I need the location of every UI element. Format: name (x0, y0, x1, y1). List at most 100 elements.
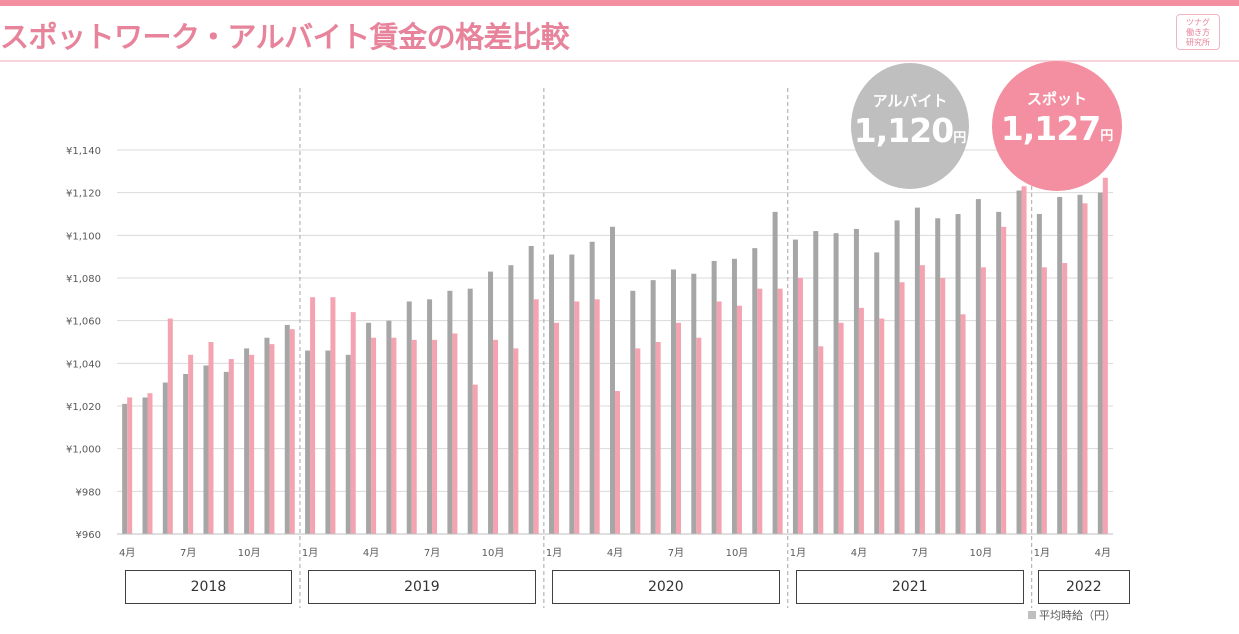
year-box-2022: 2022 (1037, 570, 1130, 604)
bar-spot (1041, 267, 1047, 534)
bar-arbeit (1097, 192, 1103, 534)
bar-arbeit (833, 233, 839, 534)
bar-spot (127, 397, 133, 534)
bar-spot (249, 354, 255, 534)
bar-arbeit (244, 348, 250, 534)
bar-arbeit (142, 397, 148, 534)
arbeit-bubble-unit: 円 (953, 131, 967, 146)
bar-arbeit (650, 280, 656, 534)
bar-arbeit (122, 403, 128, 534)
bar-spot (533, 299, 539, 534)
bar-spot (940, 278, 946, 534)
bar-spot (310, 297, 316, 534)
x-tick-label: 1月 (790, 547, 806, 559)
year-box-2021: 2021 (795, 570, 1024, 604)
logo-line-2: 働き方 (1186, 28, 1210, 37)
bar-spot (1082, 203, 1088, 535)
bar-spot (675, 322, 681, 534)
top-accent-bar (0, 0, 1239, 6)
bar-arbeit (914, 207, 920, 534)
bar-arbeit (691, 273, 697, 534)
bar-spot (777, 288, 783, 534)
x-tick-label: 10月 (482, 547, 505, 559)
bar-arbeit (610, 226, 615, 535)
bar-arbeit (203, 365, 209, 534)
bar-spot (696, 337, 702, 534)
bar-spot (472, 384, 478, 534)
bar-arbeit (183, 374, 189, 534)
bar-arbeit (630, 290, 636, 534)
bar-arbeit (264, 337, 270, 534)
y-tick-label: ¥1,020 (66, 402, 101, 413)
bar-spot (330, 297, 336, 534)
bar-spot (797, 278, 803, 534)
bar-arbeit (467, 288, 473, 534)
spot-value-bubble: スポット 1,127円 (992, 61, 1122, 191)
bar-spot (655, 342, 661, 534)
bar-spot (167, 318, 173, 534)
bar-arbeit (223, 371, 229, 534)
x-tick-label: 4月 (363, 547, 379, 559)
y-tick-label: ¥1,080 (66, 274, 101, 285)
spot-bubble-unit: 円 (1100, 129, 1114, 144)
brand-logo: ツナグ 働き方 研究所 (1176, 14, 1220, 50)
y-tick-label: ¥1,100 (66, 231, 101, 242)
bar-arbeit (1077, 194, 1083, 535)
bar-spot (452, 333, 458, 534)
bar-arbeit (589, 241, 595, 534)
bar-spot (838, 322, 844, 534)
bar-arbeit (1016, 190, 1022, 535)
year-box-2019: 2019 (307, 570, 536, 604)
x-tick-label: 10月 (726, 547, 749, 559)
spot-bubble-label: スポット (1026, 90, 1087, 108)
bar-spot (228, 359, 234, 534)
bar-spot (513, 348, 519, 534)
x-tick-label: 4月 (607, 547, 623, 559)
bar-spot (188, 354, 194, 534)
bar-arbeit (488, 271, 494, 534)
bar-arbeit (549, 254, 555, 535)
bar-spot (574, 301, 580, 534)
y-tick-label: ¥960 (76, 530, 101, 541)
x-tick-label: 1月 (302, 547, 318, 559)
year-box-2020: 2020 (551, 570, 780, 604)
bar-spot (432, 339, 438, 534)
bar-arbeit (427, 299, 433, 534)
bar-arbeit (853, 228, 859, 534)
bar-spot (919, 265, 925, 534)
x-tick-label: 7月 (668, 547, 684, 559)
bar-spot (879, 318, 885, 534)
bar-arbeit (996, 211, 1002, 534)
y-tick-label: ¥980 (76, 487, 101, 498)
bar-spot (391, 337, 397, 534)
bar-arbeit (792, 239, 798, 534)
x-tick-label: 7月 (424, 547, 440, 559)
bar-arbeit (935, 218, 941, 534)
bar-spot (980, 267, 986, 534)
bar-arbeit (386, 320, 392, 534)
x-tick-label: 7月 (912, 547, 928, 559)
y-tick-label: ¥1,060 (66, 317, 101, 328)
bar-spot (350, 312, 356, 534)
y-tick-label: ¥1,120 (66, 189, 101, 200)
x-tick-label: 4月 (1095, 547, 1111, 559)
logo-line-1: ツナグ (1186, 18, 1210, 27)
bar-spot (269, 344, 275, 534)
bar-spot (960, 314, 966, 534)
bar-arbeit (772, 211, 778, 534)
bar-arbeit (1057, 196, 1063, 534)
bar-spot (716, 301, 722, 534)
legend-swatch (1028, 611, 1036, 619)
bar-arbeit (366, 322, 372, 534)
bar-spot (371, 337, 377, 534)
bar-arbeit (284, 324, 290, 534)
year-box-2018: 2018 (125, 570, 292, 604)
bar-arbeit (447, 290, 453, 534)
bar-arbeit (508, 265, 514, 534)
bar-arbeit (731, 258, 737, 534)
bar-arbeit (569, 254, 575, 535)
chart-legend: 平均時給（円） (1028, 607, 1116, 623)
bar-arbeit (955, 214, 961, 534)
x-tick-label: 10月 (970, 547, 993, 559)
